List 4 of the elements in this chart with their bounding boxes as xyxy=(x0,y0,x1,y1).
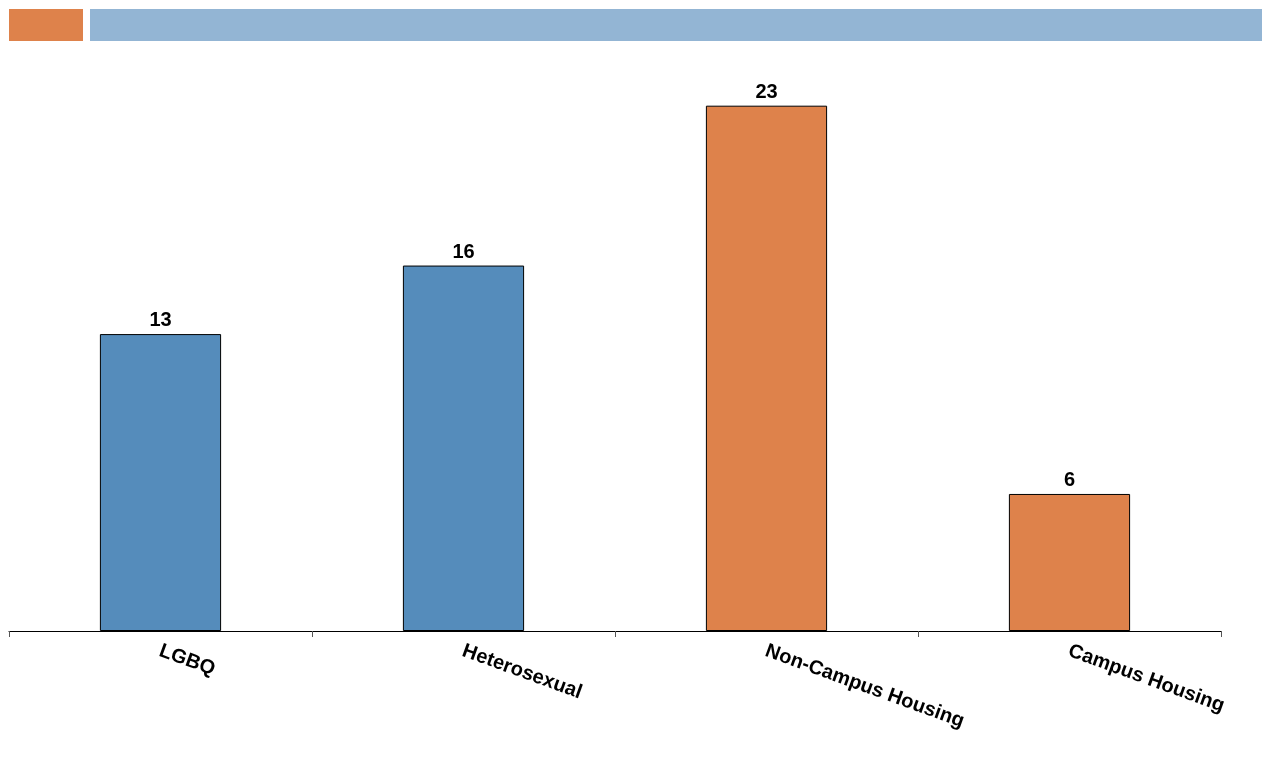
data-label: 23 xyxy=(755,79,778,102)
data-label: 13 xyxy=(149,308,172,331)
data-label: 16 xyxy=(452,239,475,262)
data-label: 6 xyxy=(1063,467,1076,490)
